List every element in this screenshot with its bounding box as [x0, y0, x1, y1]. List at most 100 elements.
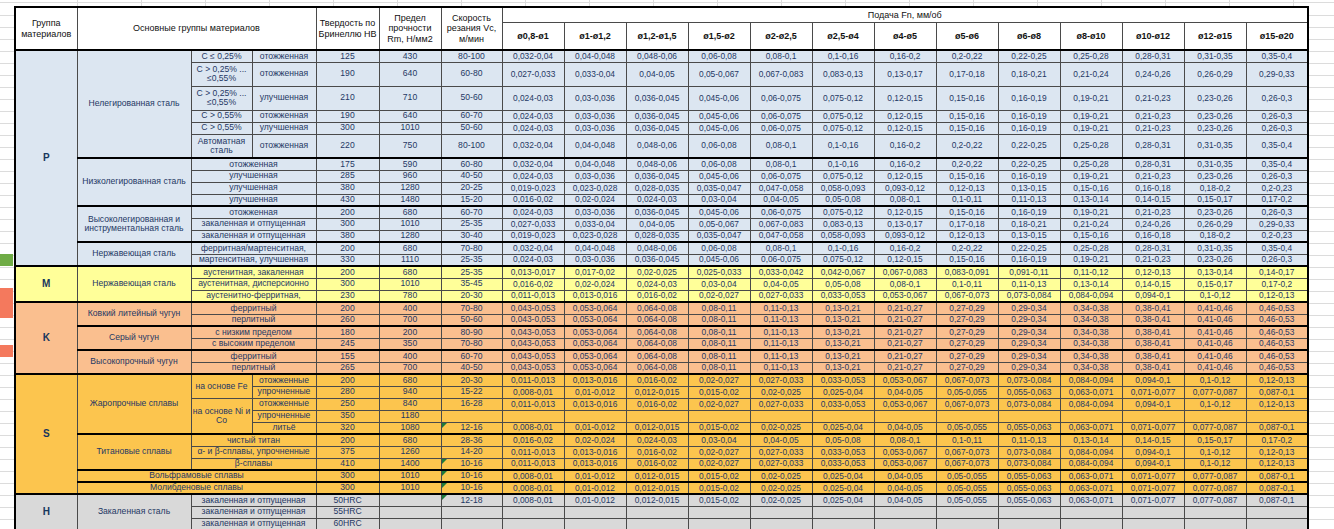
strength-cell[interactable]: 1010 [379, 482, 441, 494]
feed-cell[interactable]: 0,008-0,01 [502, 386, 564, 398]
strength-cell[interactable]: 750 [379, 134, 441, 158]
strength-cell[interactable]: 1010 [379, 278, 441, 290]
feed-cell[interactable]: 0,077-0,087 [1184, 482, 1246, 494]
feed-cell[interactable]: 0,15-0,16 [936, 122, 998, 134]
feed-cell[interactable]: 0,02-0,024 [564, 434, 626, 446]
hardness-cell[interactable]: 380 [316, 230, 379, 242]
feed-cell[interactable]: 0,25-0,28 [1060, 134, 1122, 158]
feed-cell[interactable]: 0,03-0,036 [564, 122, 626, 134]
speed-cell[interactable]: 40-50 [441, 170, 502, 182]
feed-cell[interactable]: 0,094-0,1 [1122, 458, 1184, 470]
feed-cell[interactable]: 0,016-0,02 [626, 290, 688, 302]
feed-cell[interactable]: 0,15-0,16 [936, 86, 998, 110]
feed-cell[interactable]: 0,027-0,033 [502, 62, 564, 86]
feed-cell[interactable]: 0,13-0,14 [1060, 278, 1122, 290]
material-cell[interactable]: Нержавеющая сталь [77, 242, 191, 266]
feed-cell[interactable]: 0,12-0,13 [1246, 290, 1308, 302]
strength-cell[interactable]: 680 [379, 266, 441, 278]
feed-cell[interactable]: 0,093-0,12 [874, 182, 936, 194]
feed-cell[interactable]: 0,15-0,17 [1184, 434, 1246, 446]
feed-cell[interactable]: 0,094-0,1 [1122, 374, 1184, 386]
feed-cell[interactable]: 0,13-0,14 [1060, 434, 1122, 446]
feed-cell[interactable]: 0,21-0,24 [1060, 62, 1122, 86]
feed-cell[interactable]: 0,16-0,2 [874, 158, 936, 170]
material-cell[interactable]: α- и β-сплавы, упрочненные [191, 446, 316, 458]
feed-cell[interactable]: 0,22-0,25 [998, 50, 1060, 62]
feed-cell[interactable]: 0,024-0,03 [502, 170, 564, 182]
feed-cell[interactable] [874, 506, 936, 518]
feed-cell[interactable]: 0,033-0,04 [564, 218, 626, 230]
feed-cell[interactable]: 0,26-0,29 [1184, 62, 1246, 86]
feed-cell[interactable]: 0,04-0,048 [564, 50, 626, 62]
feed-cell[interactable]: 0,03-0,04 [688, 278, 750, 290]
hardness-cell[interactable]: 200 [316, 434, 379, 446]
feed-cell[interactable]: 0,34-0,38 [1060, 326, 1122, 338]
feed-cell[interactable]: 0,28-0,31 [1122, 50, 1184, 62]
feed-cell[interactable]: 0,083-0,13 [812, 62, 874, 86]
feed-cell[interactable]: 0,071-0,077 [1122, 470, 1184, 482]
feed-cell[interactable]: 0,084-0,094 [1060, 290, 1122, 302]
material-cell[interactable]: перлитный [191, 362, 316, 374]
hardness-cell[interactable]: 245 [316, 338, 379, 350]
feed-cell[interactable]: 0,053-0,067 [874, 458, 936, 470]
feed-cell[interactable]: 0,04-0,05 [750, 194, 812, 206]
feed-cell[interactable]: 0,01-0,012 [564, 422, 626, 434]
feed-cell[interactable]: 0,063-0,071 [1060, 482, 1122, 494]
feed-cell[interactable]: 0,1-0,16 [812, 242, 874, 254]
feed-cell[interactable]: 0,015-0,02 [688, 422, 750, 434]
header-hardness[interactable]: Твердость по Бринеллю HB [316, 7, 379, 50]
feed-cell[interactable]: 0,06-0,08 [688, 158, 750, 170]
speed-cell[interactable]: 25-35 [441, 218, 502, 230]
feed-cell[interactable]: 0,16-0,2 [874, 50, 936, 62]
hardness-cell[interactable]: 60HRC [316, 518, 379, 529]
feed-cell[interactable]: 0,02-0,027 [688, 290, 750, 302]
feed-cell[interactable]: 0,011-0,013 [502, 446, 564, 458]
strength-cell[interactable] [379, 506, 441, 518]
feed-cell[interactable]: 0,12-0,13 [1246, 398, 1308, 410]
feed-cell[interactable]: 0,24-0,26 [1122, 218, 1184, 230]
feed-cell[interactable]: 0,083-0,091 [936, 266, 998, 278]
feed-cell[interactable] [1184, 410, 1246, 422]
feed-cell[interactable]: 0,05-0,055 [936, 470, 998, 482]
feed-cell[interactable]: 0,1-0,12 [1184, 398, 1246, 410]
feed-cell[interactable]: 0,1-0,16 [812, 50, 874, 62]
feed-cell[interactable] [1184, 518, 1246, 529]
hardness-cell[interactable]: 265 [316, 362, 379, 374]
feed-cell[interactable]: 0,11-0,13 [750, 302, 812, 314]
feed-cell[interactable]: 0,04-0,05 [874, 386, 936, 398]
hardness-cell[interactable]: 230 [316, 290, 379, 302]
speed-cell[interactable]: 50-60 [441, 314, 502, 326]
feed-cell[interactable]: 0,46-0,53 [1246, 314, 1308, 326]
speed-cell[interactable]: 16-28 [441, 398, 502, 410]
feed-cell[interactable]: 0,094-0,1 [1122, 398, 1184, 410]
feed-cell[interactable]: 0,043-0,053 [502, 302, 564, 314]
feed-cell[interactable]: 0,21-0,23 [1122, 170, 1184, 182]
feed-col-header[interactable]: ø1,5-ø2 [688, 23, 750, 51]
feed-cell[interactable]: 0,077-0,087 [1184, 470, 1246, 482]
strength-cell[interactable]: 700 [379, 362, 441, 374]
feed-cell[interactable]: 0,087-0,1 [1246, 386, 1308, 398]
feed-cell[interactable]: 0,02-0,025 [750, 494, 812, 506]
material-cell[interactable]: C ≤ 0,25% [191, 50, 252, 62]
feed-cell[interactable]: 0,08-0,11 [688, 350, 750, 362]
material-cell[interactable]: с высоким пределом [191, 338, 316, 350]
feed-cell[interactable]: 0,064-0,08 [626, 350, 688, 362]
feed-cell[interactable] [998, 410, 1060, 422]
feed-cell[interactable]: 0,12-0,13 [936, 230, 998, 242]
feed-cell[interactable]: 0,048-0,06 [626, 50, 688, 62]
feed-cell[interactable]: 0,41-0,46 [1184, 350, 1246, 362]
feed-cell[interactable]: 0,012-0,015 [626, 386, 688, 398]
gutter-cell[interactable] [0, 254, 13, 266]
feed-cell[interactable]: 0,02-0,025 [750, 422, 812, 434]
feed-cell[interactable]: 0,03-0,04 [688, 194, 750, 206]
material-cell[interactable]: C > 0,25% ... ≤0,55% [191, 62, 252, 86]
feed-cell[interactable]: 0,04-0,05 [874, 482, 936, 494]
feed-cell[interactable]: 0,013-0,016 [564, 398, 626, 410]
feed-cell[interactable]: 0,28-0,31 [1122, 242, 1184, 254]
feed-cell[interactable] [750, 518, 812, 529]
feed-cell[interactable]: 0,067-0,083 [750, 218, 812, 230]
feed-cell[interactable]: 0,21-0,23 [1122, 254, 1184, 266]
feed-cell[interactable]: 0,27-0,29 [936, 350, 998, 362]
feed-cell[interactable]: 0,073-0,084 [998, 374, 1060, 386]
feed-cell[interactable]: 0,12-0,13 [1246, 374, 1308, 386]
